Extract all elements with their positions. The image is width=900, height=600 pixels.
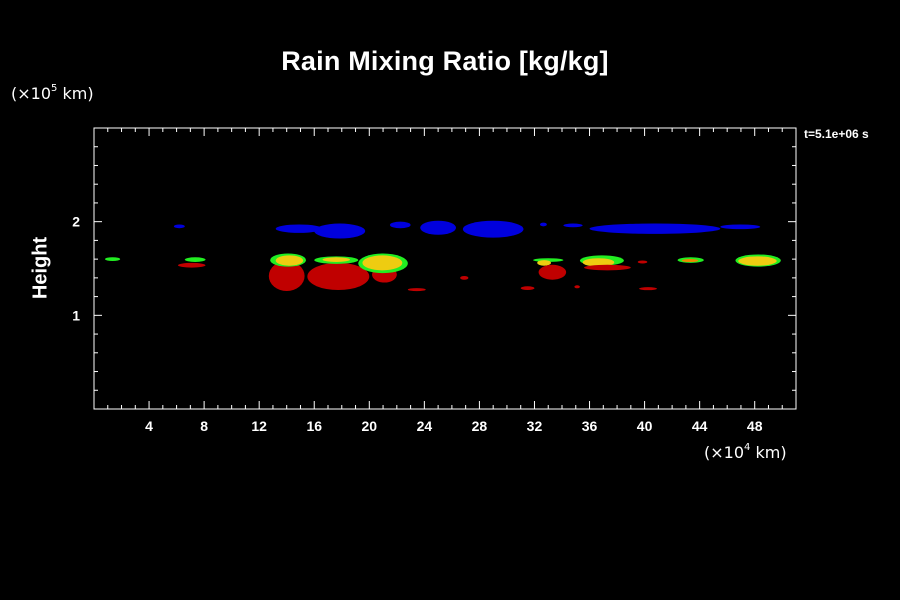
rain-region-red xyxy=(538,264,567,280)
rain-region-blue xyxy=(314,223,366,239)
rain-region-blue xyxy=(589,223,721,234)
y-unit-name: km xyxy=(57,84,88,103)
rain-region-yellow xyxy=(537,260,551,266)
x-tick-label: 8 xyxy=(200,418,208,434)
rain-region-yellow xyxy=(322,257,351,262)
rain-regions xyxy=(105,220,781,292)
x-unit-mult: ×10 xyxy=(710,443,745,462)
rain-region-blue xyxy=(462,220,524,238)
x-unit-exponent: 4 xyxy=(744,441,751,453)
rain-region-red xyxy=(460,275,469,280)
rain-region-blue xyxy=(389,221,411,229)
rain-region-blue xyxy=(275,224,323,233)
rain-region-blue xyxy=(720,224,761,230)
rain-region-yellow xyxy=(738,256,777,266)
rain-region-red xyxy=(268,261,305,291)
rain-region-red xyxy=(177,262,206,268)
rain-region-red xyxy=(639,287,657,291)
rain-region-yellow xyxy=(275,255,304,266)
rain-region-yellow xyxy=(582,258,615,267)
rain-region-red xyxy=(520,286,535,291)
rain-region-blue xyxy=(420,220,457,235)
x-tick-label: 12 xyxy=(251,418,267,434)
rain-region-yellow xyxy=(362,255,403,271)
rain-region-green xyxy=(184,257,206,262)
x-tick-label: 4 xyxy=(145,418,153,434)
rain-region-orange xyxy=(681,259,699,263)
chart-title: Rain Mixing Ratio [kg/kg] xyxy=(281,46,609,76)
x-tick-label: 48 xyxy=(747,418,763,434)
x-tick-label: 28 xyxy=(472,418,488,434)
x-tick-label: 40 xyxy=(637,418,653,434)
rain-region-blue xyxy=(173,224,185,229)
x-axis-unit: (×104 km) xyxy=(704,441,787,462)
x-tick-label: 20 xyxy=(362,418,378,434)
time-label: t=5.1e+06 s xyxy=(804,127,869,141)
rain-region-red xyxy=(637,260,648,264)
x-tick-label: 16 xyxy=(306,418,322,434)
rain-region-red xyxy=(407,288,426,292)
rain-region-blue xyxy=(563,223,583,228)
rain-region-green xyxy=(105,257,121,262)
x-tick-label: 44 xyxy=(692,418,708,434)
plot-frame xyxy=(93,127,797,410)
rain-region-blue xyxy=(539,222,547,227)
y-axis-unit: (×105 km) xyxy=(11,82,94,103)
rain-region-red xyxy=(574,285,580,289)
y-tick-label: 2 xyxy=(72,214,80,230)
y-tick-label: 1 xyxy=(72,307,80,323)
x-tick-label: 32 xyxy=(527,418,543,434)
y-unit-mult: ×10 xyxy=(17,84,52,103)
x-unit-name: km xyxy=(750,443,781,462)
rain-region-red xyxy=(584,264,631,271)
x-tick-label: 36 xyxy=(582,418,598,434)
y-unit-exponent: 5 xyxy=(51,82,58,94)
x-tick-label: 24 xyxy=(417,418,433,434)
rain-region-red xyxy=(307,262,370,291)
